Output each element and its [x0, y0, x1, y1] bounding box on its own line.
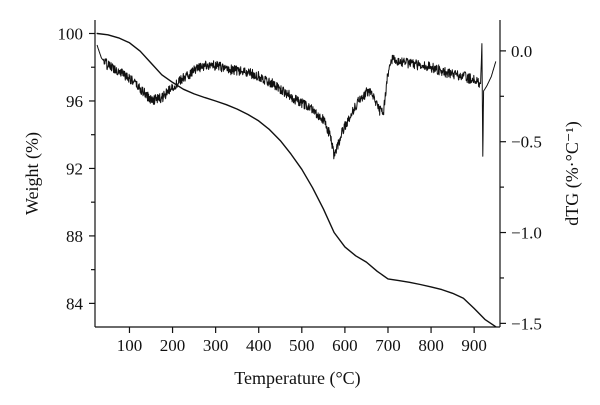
left-y-tick-label: 84 [66, 294, 84, 313]
x-tick-label: 300 [203, 336, 229, 355]
right-y-tick-label: −0.5 [511, 133, 542, 152]
labels-layer: Temperature (°C) Weight (%) dTG (%·°C⁻¹) [22, 121, 583, 389]
x-tick-label: 600 [332, 336, 358, 355]
left-y-tick-label: 96 [66, 92, 83, 111]
right-y-tick-label: −1.0 [511, 224, 542, 243]
x-tick-label: 500 [289, 336, 315, 355]
left-y-tick-label: 88 [66, 227, 83, 246]
dtg-curve [96, 43, 497, 160]
x-tick-label: 200 [160, 336, 186, 355]
right-y-axis-title: dTG (%·°C⁻¹) [562, 121, 583, 226]
series-layer [96, 32, 497, 328]
right-y-tick-label: −1.5 [511, 314, 542, 333]
x-tick-label: 400 [246, 336, 272, 355]
left-y-tick-label: 100 [58, 24, 84, 43]
left-y-axis-title: Weight (%) [22, 132, 43, 215]
right-y-tick-label: 0.0 [511, 42, 532, 61]
weight-curve [96, 32, 497, 328]
left-y-tick-label: 92 [66, 159, 83, 178]
x-tick-label: 900 [461, 336, 487, 355]
x-axis-title: Temperature (°C) [234, 368, 360, 389]
x-tick-label: 100 [117, 336, 143, 355]
x-tick-label: 800 [418, 336, 444, 355]
axes-layer: 100 200 300 400 500 600 700 800 900 84 88 92 96 100 −1… [58, 20, 542, 355]
x-tick-label: 700 [375, 336, 401, 355]
